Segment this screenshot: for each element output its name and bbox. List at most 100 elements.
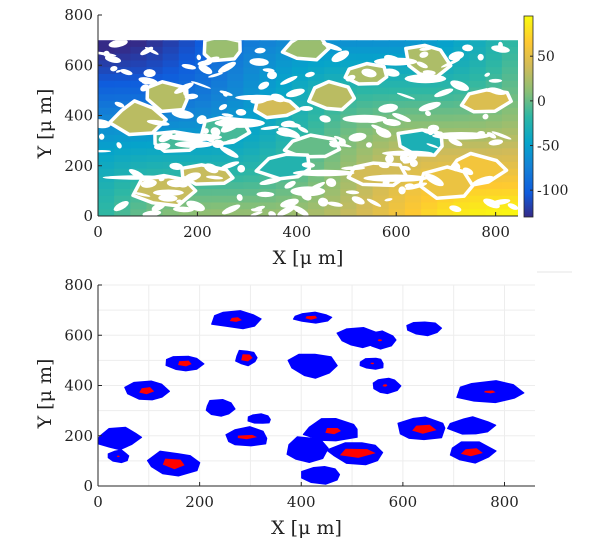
field-cell xyxy=(211,209,229,216)
field-cell xyxy=(98,161,115,170)
field-cell xyxy=(356,195,374,204)
field-cell xyxy=(501,53,518,62)
field-cell xyxy=(275,148,293,156)
field-cell xyxy=(162,155,180,163)
colorbar-gradient xyxy=(524,16,533,217)
field-cell xyxy=(388,46,406,55)
field-cell xyxy=(275,114,293,123)
field-cell xyxy=(324,46,342,55)
field-cell xyxy=(485,40,503,48)
field-cell xyxy=(162,67,180,75)
field-cell xyxy=(469,73,487,82)
no-data-spot xyxy=(221,113,234,117)
field-cell xyxy=(227,161,245,170)
field-cell xyxy=(259,40,277,48)
grain xyxy=(247,413,271,424)
field-cell xyxy=(340,80,358,89)
field-cell xyxy=(227,148,245,156)
field-cell xyxy=(453,114,471,123)
heatmap-region xyxy=(107,99,168,137)
field-cell xyxy=(227,73,245,82)
field-cell xyxy=(98,209,115,216)
field-cell xyxy=(98,114,115,123)
field-cell xyxy=(243,101,261,109)
no-data-spot xyxy=(425,173,444,187)
field-cell xyxy=(340,209,358,216)
field-cell xyxy=(485,148,503,156)
no-data-spot xyxy=(171,109,194,119)
grain-core xyxy=(237,434,258,440)
no-data-spot xyxy=(449,205,462,213)
no-data-spot xyxy=(405,182,428,190)
field-cell xyxy=(227,141,245,150)
field-cell xyxy=(178,128,196,136)
field-cell xyxy=(194,209,212,216)
field-cell xyxy=(243,134,261,143)
no-data-spot xyxy=(448,51,465,61)
field-cell xyxy=(178,46,196,55)
field-cell xyxy=(146,168,164,177)
field-cell xyxy=(291,114,309,123)
no-data-band xyxy=(235,94,279,101)
field-cell xyxy=(437,80,455,89)
grain-map-y-tick-label: 400 xyxy=(64,377,93,395)
no-data-spot xyxy=(327,201,343,207)
no-data-spot xyxy=(158,194,178,202)
no-data-spot xyxy=(220,161,240,170)
field-cell xyxy=(453,73,471,82)
field-cell xyxy=(340,60,358,68)
field-cell xyxy=(98,101,115,109)
field-cell xyxy=(98,134,115,143)
no-data-spot xyxy=(144,46,159,55)
field-cell xyxy=(194,101,212,109)
field-cell xyxy=(308,175,325,183)
field-cell xyxy=(485,195,503,204)
no-data-spot xyxy=(419,46,433,51)
field-cell xyxy=(453,128,471,136)
field-cell xyxy=(130,73,148,82)
no-data-spot xyxy=(116,142,122,149)
heatmap-region xyxy=(282,133,342,159)
field-cell xyxy=(275,134,293,143)
field-cell xyxy=(485,121,503,129)
field-cell xyxy=(114,161,132,170)
field-cell xyxy=(356,107,374,116)
grain-core xyxy=(305,315,318,320)
field-cell xyxy=(421,209,439,216)
no-data-spot xyxy=(113,201,129,212)
no-data-band xyxy=(214,118,265,128)
no-data-spot xyxy=(345,74,356,82)
no-data-spot xyxy=(206,175,224,180)
field-cell xyxy=(243,73,261,82)
field-cell xyxy=(485,182,503,190)
no-data-spot xyxy=(98,133,105,140)
field-cell xyxy=(227,188,245,197)
no-data-spot xyxy=(190,81,211,89)
field-cell xyxy=(388,202,406,211)
heatmap-y-tick-label: 200 xyxy=(64,157,93,175)
no-data-spot xyxy=(250,208,263,212)
no-data-spot xyxy=(276,130,293,137)
no-data-spot xyxy=(222,91,229,97)
field-cell xyxy=(308,107,325,116)
no-data-spot xyxy=(384,198,393,202)
field-cell xyxy=(130,80,148,89)
field-cell xyxy=(98,182,115,190)
field-cell xyxy=(259,134,277,143)
field-cell xyxy=(388,128,406,136)
field-cell xyxy=(130,60,148,68)
field-cell xyxy=(130,67,148,75)
no-data-spot xyxy=(176,180,189,188)
field-cell xyxy=(437,107,455,116)
no-data-band xyxy=(102,175,171,180)
no-data-spot xyxy=(140,179,157,188)
field-cell xyxy=(146,73,164,82)
heatmap-voids xyxy=(98,40,518,216)
no-data-spot xyxy=(304,71,315,78)
no-data-spot xyxy=(351,196,365,205)
field-cell xyxy=(437,40,455,48)
field-cell xyxy=(372,134,390,143)
no-data-spot xyxy=(143,69,156,78)
field-cell xyxy=(501,168,518,177)
field-cell xyxy=(291,107,309,116)
